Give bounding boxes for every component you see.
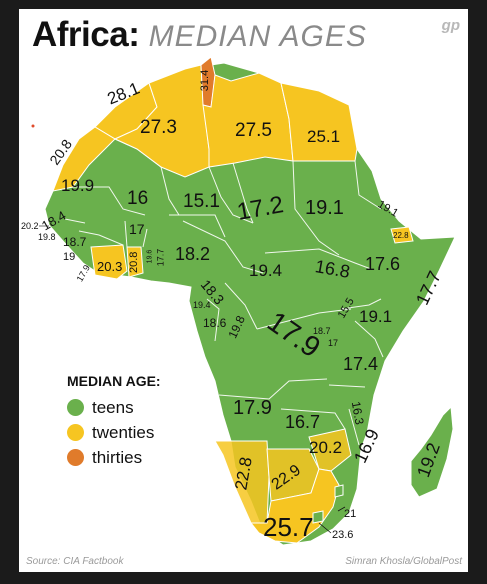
cape-verde-dot: [31, 124, 35, 128]
label-lesotho: 23.6: [332, 529, 354, 541]
label-egypt: 25.1: [307, 127, 341, 146]
legend-label: thirties: [92, 447, 143, 467]
africa-map: [31, 56, 456, 546]
label-south-africa: 25.7: [263, 512, 314, 542]
region-djibouti: [390, 226, 414, 244]
label-djibouti: 22.8: [393, 231, 409, 240]
swatch-twenties: [67, 424, 84, 441]
label-gabon: 18.6: [203, 316, 227, 330]
label-tunisia: 31.4: [199, 69, 212, 92]
label-ghana: 20.8: [128, 251, 140, 273]
swatch-thirties: [67, 449, 84, 466]
label-guinea-bissau: 19.8: [38, 232, 56, 242]
label-gambia: 20.2: [21, 221, 39, 231]
label-sierra-leone: 19: [63, 251, 76, 263]
label-togo: 19.6: [146, 249, 154, 264]
label-equatorial-guinea: 19.4: [193, 300, 211, 310]
region-ghana: [126, 246, 144, 278]
swatch-teens: [67, 399, 84, 416]
label-ethiopia: 17.6: [365, 254, 401, 274]
region-zimbabwe: [308, 428, 352, 472]
label-mali: 16: [127, 188, 149, 209]
region-western-sahara: [52, 126, 116, 192]
globalpost-logo: gp: [441, 17, 460, 34]
label-sudan: 19.1: [305, 197, 344, 219]
title-bold: Africa:: [32, 15, 140, 54]
label-central-african-republic: 19.4: [249, 261, 283, 280]
label-rwanda: 18.7: [313, 326, 331, 336]
label-malawi: 16.3: [348, 400, 367, 426]
page-title: Africa: MEDIAN AGES: [32, 15, 367, 57]
label-burkina-faso: 17: [129, 221, 145, 237]
legend-item-teens: teens: [67, 395, 161, 420]
region-cote-divoire: [90, 244, 128, 280]
label-zimbabwe: 20.2: [309, 438, 343, 457]
label-libya: 27.5: [235, 120, 272, 141]
legend-item-twenties: twenties: [67, 420, 161, 445]
region-madagascar: [410, 405, 454, 498]
border-lines: [64, 138, 384, 446]
label-guinea: 18.7: [63, 235, 87, 249]
label-cote-divoire: 20.3: [97, 259, 123, 274]
label-niger: 15.1: [183, 191, 220, 212]
label-mauritania: 19.9: [61, 176, 95, 195]
region-lesotho: [312, 510, 324, 524]
legend-item-thirties: thirties: [67, 445, 161, 470]
label-swaziland: 21: [344, 508, 357, 520]
label-tanzania: 17.4: [343, 354, 379, 374]
credit-note: Simran Khosla/GlobalPost: [345, 556, 462, 567]
legend-label: twenties: [92, 422, 155, 442]
legend-label: teens: [92, 397, 134, 417]
region-egypt: [280, 82, 358, 162]
source-note: Source: CIA Factbook: [26, 556, 124, 567]
map-card: Africa: MEDIAN AGES gp 28.1 31.4 27.3 27…: [19, 9, 468, 572]
label-burundi: 17: [328, 338, 339, 348]
label-benin: 17.7: [155, 248, 166, 267]
label-kenya: 19.1: [359, 307, 393, 326]
legend: MEDIAN AGE: teens twenties thirties: [67, 373, 161, 470]
region-south-africa: [249, 468, 340, 544]
legend-title: MEDIAN AGE:: [67, 373, 161, 389]
title-light: MEDIAN AGES: [148, 20, 367, 53]
label-angola: 17.9: [233, 397, 272, 419]
label-zambia: 16.7: [285, 412, 321, 432]
region-swaziland: [334, 484, 344, 498]
label-algeria: 27.3: [140, 117, 177, 138]
label-nigeria: 18.2: [175, 244, 211, 264]
